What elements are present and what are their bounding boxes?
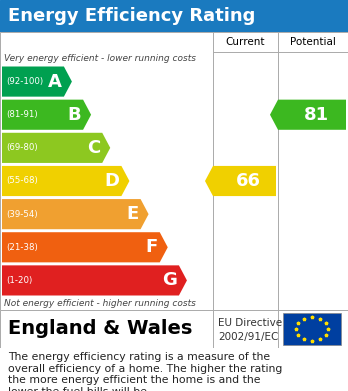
Text: The energy efficiency rating is a measure of the
overall efficiency of a home. T: The energy efficiency rating is a measur… [8,352,282,391]
Polygon shape [2,232,168,262]
Text: (39-54): (39-54) [6,210,38,219]
Text: 81: 81 [303,106,329,124]
Polygon shape [2,66,72,97]
Text: C: C [87,139,100,157]
Bar [283,313,341,345]
Text: Very energy efficient - lower running costs: Very energy efficient - lower running co… [4,54,196,63]
Text: (92-100): (92-100) [6,77,43,86]
Text: (69-80): (69-80) [6,143,38,152]
Text: (81-91): (81-91) [6,110,38,119]
Text: B: B [68,106,81,124]
Polygon shape [2,133,110,163]
Text: (21-38): (21-38) [6,243,38,252]
Text: E: E [126,205,139,223]
Text: A: A [48,73,62,91]
Text: Current: Current [226,37,265,47]
Polygon shape [205,166,276,196]
Text: Potential: Potential [290,37,336,47]
Polygon shape [2,265,187,296]
Text: Not energy efficient - higher running costs: Not energy efficient - higher running co… [4,299,196,308]
Polygon shape [2,100,91,130]
Text: (55-68): (55-68) [6,176,38,185]
Text: F: F [145,238,158,256]
Polygon shape [270,100,346,130]
Text: Energy Efficiency Rating: Energy Efficiency Rating [8,7,255,25]
Text: (1-20): (1-20) [6,276,32,285]
Text: 66: 66 [236,172,261,190]
Polygon shape [2,166,129,196]
Text: 2002/91/EC: 2002/91/EC [218,332,278,342]
Text: England & Wales: England & Wales [8,319,192,339]
Text: G: G [162,271,177,289]
Polygon shape [2,199,149,229]
Text: D: D [104,172,119,190]
Text: EU Directive: EU Directive [218,318,282,328]
